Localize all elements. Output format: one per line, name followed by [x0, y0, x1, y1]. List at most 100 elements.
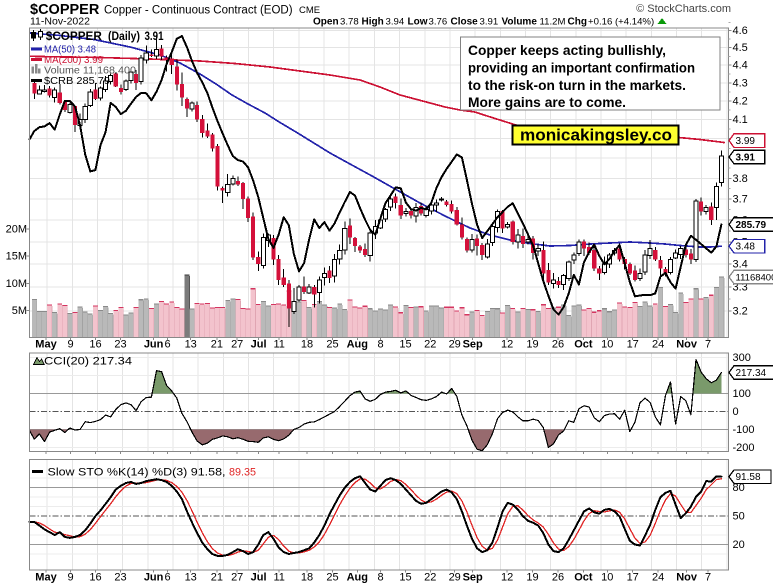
svg-text:May: May	[35, 572, 57, 584]
svg-text:23: 23	[114, 339, 126, 351]
svg-text:100: 100	[733, 388, 751, 400]
svg-text:Volume: Volume	[502, 17, 538, 28]
svg-text:-100: -100	[733, 424, 755, 436]
svg-text:7: 7	[705, 339, 711, 351]
svg-text:16: 16	[89, 572, 101, 584]
svg-text:Sep: Sep	[463, 572, 483, 584]
svg-text:15: 15	[399, 339, 411, 351]
svg-text:80: 80	[733, 482, 745, 494]
svg-text:25: 25	[326, 339, 338, 351]
svg-text:High: High	[362, 17, 384, 28]
svg-text:Nov: Nov	[676, 339, 698, 351]
svg-text:4.6: 4.6	[733, 25, 748, 37]
svg-text:$CRB 285.79: $CRB 285.79	[44, 76, 110, 87]
svg-text:9: 9	[67, 572, 73, 584]
svg-text:285.79: 285.79	[736, 220, 767, 231]
svg-text:3.78: 3.78	[340, 17, 359, 28]
svg-text:Volume 11,168,400: Volume 11,168,400	[44, 66, 136, 77]
svg-text:18: 18	[301, 339, 313, 351]
svg-text:18: 18	[301, 572, 313, 584]
svg-text:MA(200) 3.99: MA(200) 3.99	[44, 55, 103, 66]
svg-text:13: 13	[185, 339, 197, 351]
svg-text:11: 11	[273, 572, 284, 584]
svg-text:Sep: Sep	[463, 339, 483, 351]
svg-text:3.2: 3.2	[733, 306, 748, 318]
svg-text:Jul: Jul	[251, 339, 267, 351]
svg-text:26: 26	[552, 572, 564, 584]
svg-text:Chg: Chg	[568, 17, 587, 28]
svg-text:21: 21	[211, 339, 223, 351]
svg-text:15: 15	[399, 572, 411, 584]
svg-text:Open: Open	[313, 17, 339, 28]
svg-text:Oct: Oct	[574, 572, 593, 584]
svg-text:0: 0	[733, 406, 739, 418]
svg-text:Nov: Nov	[676, 572, 698, 584]
svg-text:89.35: 89.35	[229, 467, 256, 479]
svg-text:4.1: 4.1	[733, 114, 748, 126]
svg-text:4.3: 4.3	[733, 77, 748, 89]
svg-text:3.76: 3.76	[429, 17, 448, 28]
svg-text:12: 12	[501, 339, 513, 351]
svg-text:Low: Low	[408, 17, 428, 28]
svg-text:3.8: 3.8	[733, 173, 748, 185]
svg-text:10: 10	[601, 572, 613, 584]
svg-text:4.5: 4.5	[733, 42, 748, 54]
svg-text:3.91: 3.91	[736, 153, 756, 164]
svg-text:More gains are to come.: More gains are to come.	[468, 95, 626, 110]
svg-text:Slow STO %K(14) %D(3) 91.58,: Slow STO %K(14) %D(3) 91.58,	[48, 467, 226, 479]
svg-text:11: 11	[273, 339, 284, 351]
svg-text:Copper - Continuous Contract (: Copper - Continuous Contract (EOD)	[104, 5, 293, 17]
svg-text:3.4: 3.4	[733, 259, 748, 271]
svg-text:50: 50	[733, 511, 745, 523]
svg-text:$COPPER: $COPPER	[30, 2, 100, 18]
svg-text:11168400: 11168400	[736, 273, 773, 284]
svg-text:15M: 15M	[6, 251, 27, 263]
svg-text:217.34: 217.34	[736, 368, 767, 379]
svg-text:20M: 20M	[6, 224, 27, 236]
svg-text:Aug: Aug	[347, 339, 368, 351]
svg-text:21: 21	[211, 572, 223, 584]
svg-text:300: 300	[733, 352, 751, 364]
svg-text:$COPPER: $COPPER	[46, 31, 103, 43]
svg-text:© StockCharts.com: © StockCharts.com	[636, 3, 731, 15]
svg-text:to the risk-on turn in the mar: to the risk-on turn in the markets.	[468, 78, 686, 93]
svg-text:6: 6	[165, 339, 171, 351]
svg-text:27: 27	[231, 339, 243, 351]
svg-text:Jul: Jul	[251, 572, 267, 584]
svg-text:MA(50) 3.48: MA(50) 3.48	[44, 45, 96, 56]
svg-text:4.4: 4.4	[733, 60, 748, 72]
svg-text:20: 20	[733, 539, 745, 551]
svg-text:3.91: 3.91	[145, 31, 165, 43]
svg-text:19: 19	[526, 339, 538, 351]
svg-text:11-Nov-2022: 11-Nov-2022	[30, 16, 90, 28]
svg-text:4.2: 4.2	[733, 96, 748, 108]
svg-text:Close: Close	[451, 17, 479, 28]
svg-text:10M: 10M	[6, 278, 27, 290]
svg-text:24: 24	[652, 339, 664, 351]
svg-text:9: 9	[67, 339, 73, 351]
svg-text:7: 7	[705, 572, 711, 584]
svg-text:-200: -200	[733, 442, 755, 454]
svg-text:27: 27	[231, 572, 243, 584]
svg-text:24: 24	[652, 572, 664, 584]
svg-text:26: 26	[552, 339, 564, 351]
svg-text:Jun: Jun	[144, 572, 164, 584]
svg-text:91.58: 91.58	[736, 472, 761, 483]
svg-text:29: 29	[449, 572, 461, 584]
svg-text:29: 29	[449, 339, 461, 351]
svg-text:3.91: 3.91	[480, 17, 499, 28]
svg-text:Oct: Oct	[574, 339, 593, 351]
svg-text:Jun: Jun	[144, 339, 164, 351]
svg-text:8: 8	[377, 339, 383, 351]
svg-text:23: 23	[114, 572, 126, 584]
svg-text:5M: 5M	[12, 305, 27, 317]
svg-text:+0.16 (+4.14%): +0.16 (+4.14%)	[588, 17, 654, 28]
svg-text:19: 19	[526, 572, 538, 584]
svg-text:Aug: Aug	[347, 572, 368, 584]
svg-text:25: 25	[326, 572, 338, 584]
svg-text:May: May	[35, 339, 57, 351]
svg-text:providing an important confirm: providing an important confirmation	[468, 60, 695, 75]
svg-text:(Daily): (Daily)	[108, 31, 140, 43]
svg-text:CCI(20) 217.34: CCI(20) 217.34	[44, 356, 132, 368]
svg-text:CME: CME	[299, 5, 320, 16]
